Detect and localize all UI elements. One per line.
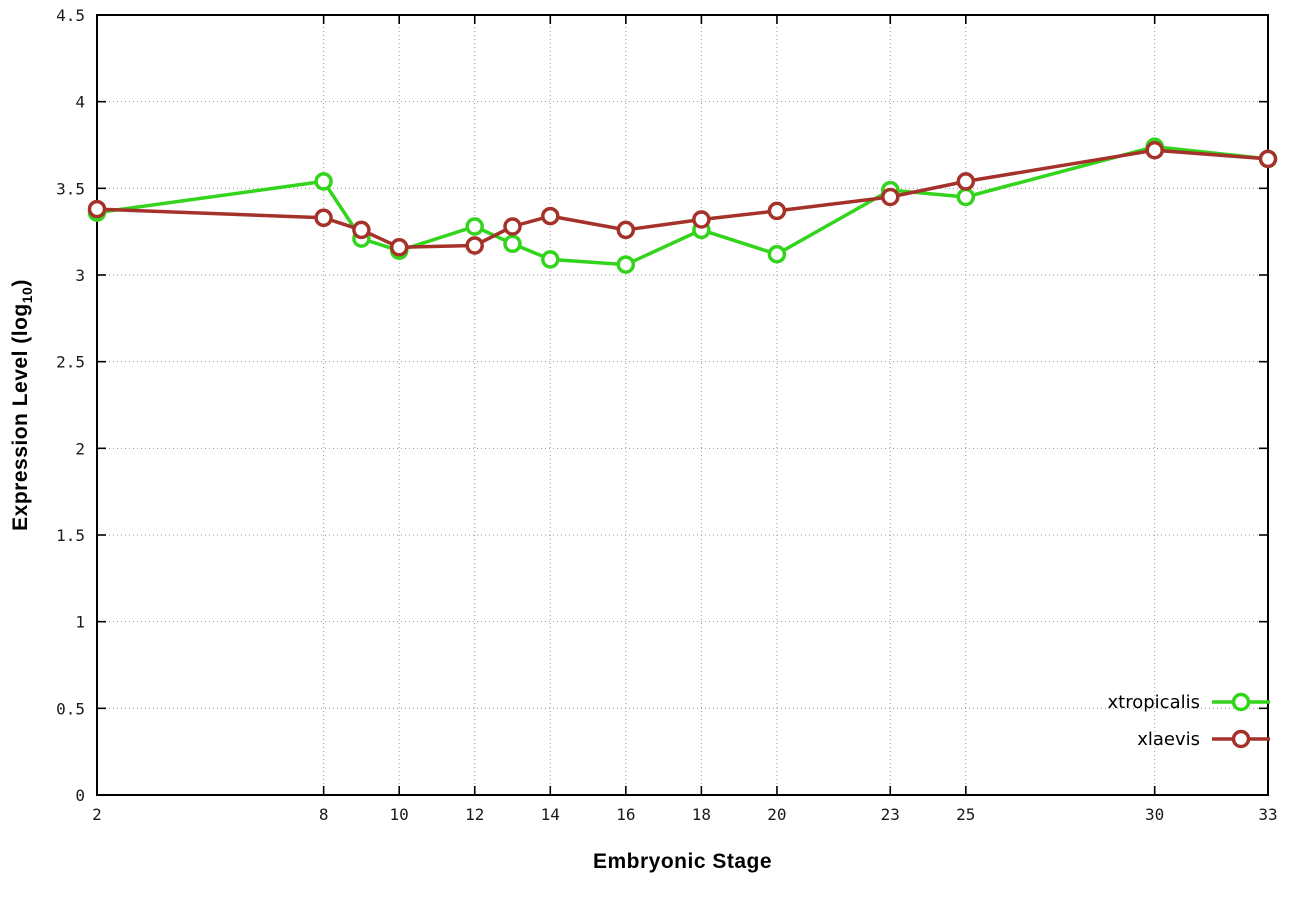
y-tick-label: 3.5 (56, 179, 85, 198)
data-point-xlaevis (692, 210, 711, 229)
data-point-xlaevis (389, 238, 409, 257)
data-point-xlaevis (767, 201, 787, 221)
y-tick-label: 4 (75, 93, 85, 112)
x-tick-label: 30 (1145, 805, 1164, 824)
y-tick-label: 4.5 (56, 6, 85, 25)
data-point-xlaevis (314, 208, 333, 228)
x-tick-label: 18 (692, 805, 711, 824)
y-tick-label: 1 (75, 613, 85, 632)
x-tick-label: 2 (92, 805, 102, 824)
x-tick-label: 10 (390, 805, 409, 824)
x-tick-label: 23 (881, 805, 900, 824)
y-tick-label: 2.5 (56, 353, 85, 372)
y-axis-title-subscript: 10 (19, 286, 36, 304)
y-axis-title: Expression Level (log10) (9, 279, 35, 531)
data-point-xtropicalis (767, 244, 787, 264)
data-point-xlaevis (87, 199, 107, 219)
y-tick-label: 2 (75, 439, 85, 458)
y-axis-title-close: ) (8, 279, 32, 287)
x-tick-label: 16 (616, 805, 635, 824)
x-tick-label: 14 (541, 805, 560, 824)
x-tick-label: 33 (1258, 805, 1277, 824)
legend-label-xlaevis: xlaevis (1137, 729, 1200, 750)
legend-sample-marker-xtropicalis (1231, 692, 1251, 712)
legend-label-xtropicalis: xtropicalis (1108, 692, 1200, 713)
y-tick-label: 0.5 (56, 699, 85, 718)
data-point-xlaevis (1145, 140, 1164, 160)
x-axis-title: Embryonic Stage (592, 850, 773, 873)
y-tick-label: 1.5 (56, 526, 85, 545)
x-tick-label: 20 (767, 805, 786, 824)
data-point-xtropicalis (465, 217, 484, 236)
data-point-xtropicalis (956, 187, 976, 207)
data-point-xtropicalis (503, 234, 522, 254)
data-point-xlaevis (616, 220, 636, 240)
x-tick-label: 8 (319, 805, 329, 824)
data-point-xlaevis (881, 187, 900, 207)
data-point-xlaevis (465, 236, 484, 255)
data-point-xlaevis (503, 217, 522, 236)
x-tick-label: 12 (465, 805, 484, 824)
y-tick-label: 3 (75, 266, 85, 285)
data-point-xlaevis (1258, 149, 1278, 169)
data-point-xlaevis (956, 172, 976, 191)
data-point-xtropicalis (616, 255, 636, 274)
data-point-xlaevis (541, 206, 560, 226)
plot-border (96, 14, 1269, 796)
data-point-xtropicalis (314, 172, 333, 191)
data-point-xlaevis (352, 220, 371, 240)
series-line-xtropicalis (95, 144, 1270, 267)
legend-sample-marker-xlaevis (1231, 729, 1251, 749)
data-point-xtropicalis (541, 250, 560, 269)
y-tick-label: 0 (75, 786, 85, 805)
y-axis-title-text: Expression Level (log (8, 303, 32, 531)
x-tick-label: 25 (956, 805, 975, 824)
